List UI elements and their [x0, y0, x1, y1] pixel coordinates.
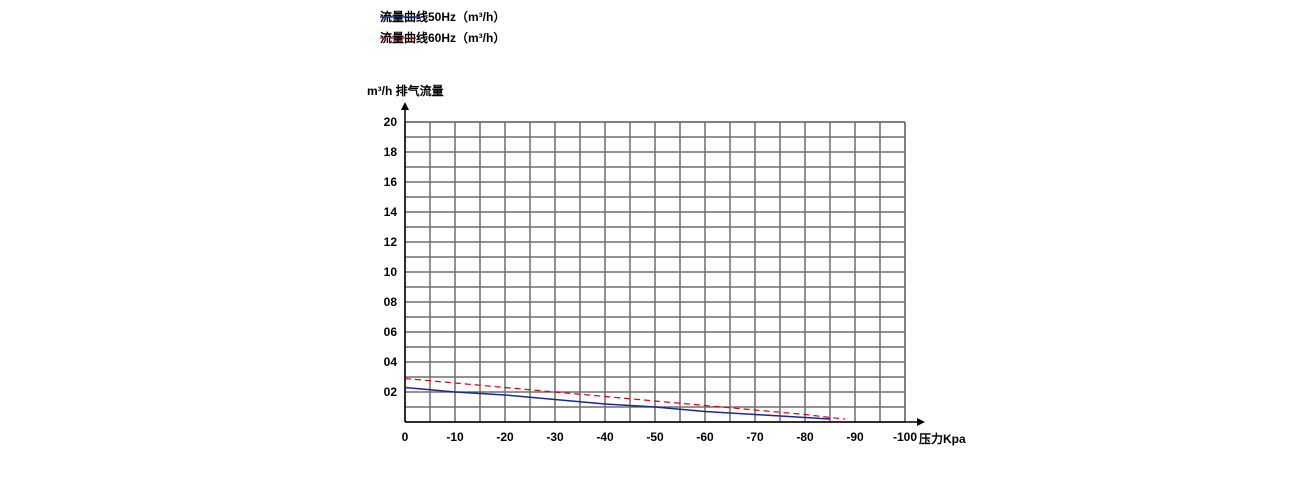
series-60Hz	[405, 379, 845, 420]
flow-chart	[0, 0, 1300, 500]
